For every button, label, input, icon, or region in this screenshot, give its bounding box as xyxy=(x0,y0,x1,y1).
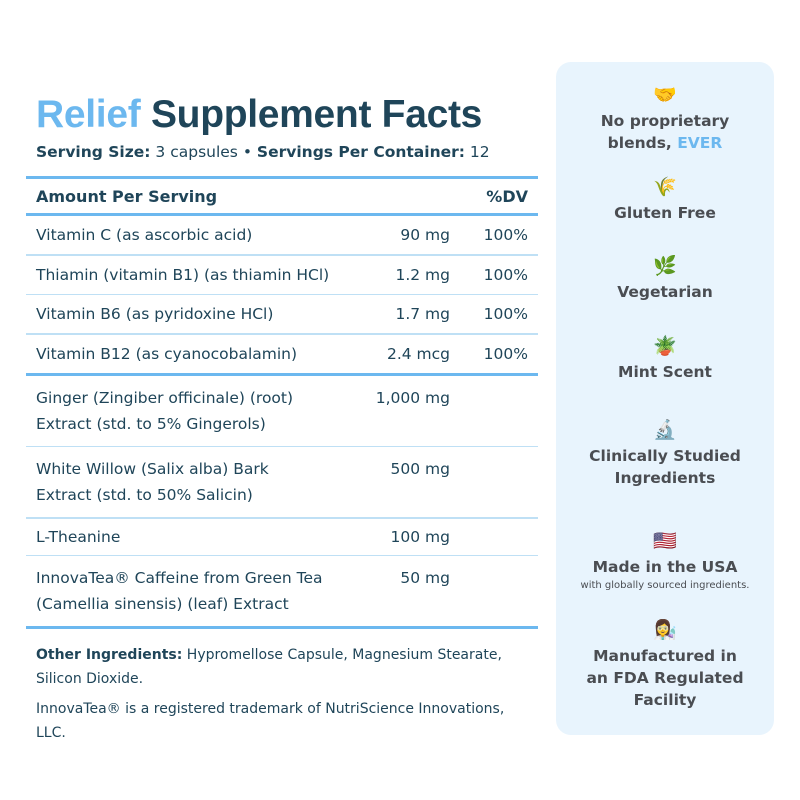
ingredient-name: White Willow (Salix alba) Bark Extract (… xyxy=(36,456,350,508)
ingredient-name: Vitamin C (as ascorbic acid) xyxy=(36,226,253,244)
ingredient-name-line1: Ginger (Zingiber officinale) (root) xyxy=(36,388,294,407)
servings-per-container-value: 12 xyxy=(469,143,490,161)
ingredient-amount: 1,000 mg xyxy=(375,388,450,407)
other-ingredients-label: Other Ingredients: xyxy=(36,647,183,663)
table-row: Thiamin (vitamin B1) (as thiamin HCl) 1.… xyxy=(26,256,538,294)
ingredient-dv: 100% xyxy=(483,344,528,363)
ingredient-name-line1: White Willow (Salix alba) Bark xyxy=(36,460,269,478)
feature-highlight: EVER xyxy=(677,134,723,152)
ingredient-name: L-Theanine xyxy=(36,527,121,546)
ingredient-name: InnovaTea® Caffeine from Green Tea (Came… xyxy=(36,565,350,617)
ingredient-amount: 90 mg xyxy=(400,226,450,244)
feature-label-line2: an FDA Regulated xyxy=(586,669,744,687)
features-panel: 🤝 No proprietary blends, EVER 🌾 Gluten F… xyxy=(556,62,774,735)
divider xyxy=(26,254,538,256)
ingredient-name: Vitamin B12 (as cyanocobalamin) xyxy=(36,344,298,363)
ingredient-name: Vitamin B6 (as pyridoxine HCl) xyxy=(36,305,274,323)
ingredient-dv: 100% xyxy=(483,226,528,244)
serving-separator: • xyxy=(242,143,252,161)
ingredient-name: Thiamin (vitamin B1) (as thiamin HCl) xyxy=(36,265,330,284)
feature-label-line2: blends, xyxy=(607,134,678,152)
feature-no-proprietary-blends: 🤝 No proprietary blends, EVER xyxy=(556,84,774,154)
feature-label: Mint Scent xyxy=(618,363,712,381)
ingredient-name-line1: InnovaTea® Caffeine from Green Tea xyxy=(36,569,323,587)
ingredient-name-line2: Extract (std. to 50% Salicin) xyxy=(36,486,253,504)
divider xyxy=(26,213,538,216)
feature-clinically-studied: 🔬 Clinically Studied Ingredients xyxy=(556,419,774,489)
divider xyxy=(26,445,538,447)
feature-label-line2: Ingredients xyxy=(614,469,716,487)
serving-info: Serving Size: 3 capsules • Servings Per … xyxy=(36,142,538,162)
feature-label: Vegetarian xyxy=(617,283,713,301)
feature-vegetarian: 🌿 Vegetarian xyxy=(556,255,774,303)
feature-label-line1: Manufactured in xyxy=(593,647,737,665)
divider xyxy=(26,176,538,179)
table-row: Vitamin C (as ascorbic acid) 90 mg 100% xyxy=(26,216,538,254)
page-title: Relief Supplement Facts xyxy=(36,92,538,138)
table-row: InnovaTea® Caffeine from Green Tea (Came… xyxy=(26,556,538,626)
serving-size-value: 3 capsules xyxy=(155,143,238,161)
herb-icon: 🌿 xyxy=(653,255,677,277)
other-ingredients: Other Ingredients: Hypromellose Capsule,… xyxy=(36,643,528,691)
rice-sheaf-icon: 🌾 xyxy=(653,176,677,198)
trademark-note: InnovaTea® is a registered trademark of … xyxy=(36,701,505,741)
supplement-facts-panel: Relief Supplement Facts Serving Size: 3 … xyxy=(26,92,538,751)
table-row: Ginger (Zingiber officinale) (root) Extr… xyxy=(26,376,538,446)
ingredient-amount: 2.4 mcg xyxy=(386,344,450,363)
table-header: Amount Per Serving %DV xyxy=(26,179,538,213)
title-brand: Relief xyxy=(36,93,141,136)
other-ingredients-section: Other Ingredients: Hypromellose Capsule,… xyxy=(26,643,538,745)
feature-made-in-usa: 🇺🇸 Made in the USA with globally sourced… xyxy=(556,530,774,594)
feature-mint-scent: 🪴 Mint Scent xyxy=(556,335,774,383)
ingredient-dv: 100% xyxy=(483,265,528,284)
microscope-icon: 🔬 xyxy=(653,419,677,441)
ingredient-amount: 500 mg xyxy=(390,460,450,478)
scientist-icon: 👩‍🔬 xyxy=(653,619,677,641)
feature-label-line1: Clinically Studied xyxy=(589,447,741,465)
title-main: Supplement Facts xyxy=(150,93,483,136)
ingredient-amount: 100 mg xyxy=(390,527,450,546)
ingredient-name-line2: Extract (std. to 5% Gingerols) xyxy=(36,414,266,433)
feature-sublabel: with globally sourced ingredients. xyxy=(580,580,750,591)
divider xyxy=(26,517,538,519)
other-ingredients-value: Hypromellose Capsule, Magnesium Stearate… xyxy=(36,647,502,687)
table-row: Vitamin B6 (as pyridoxine HCl) 1.7 mg 10… xyxy=(26,295,538,333)
ingredient-amount: 1.2 mg xyxy=(395,265,450,284)
potted-plant-icon: 🪴 xyxy=(653,335,677,357)
us-flag-icon: 🇺🇸 xyxy=(653,530,677,552)
feature-label: Gluten Free xyxy=(614,204,716,222)
table-row: L-Theanine 100 mg xyxy=(26,519,538,555)
divider xyxy=(26,372,538,376)
ingredient-name-line2: (Camellia sinensis) (leaf) Extract xyxy=(36,595,289,613)
divider xyxy=(26,626,538,629)
divider xyxy=(26,293,538,295)
ingredient-dv: 100% xyxy=(483,305,528,323)
handshake-icon: 🤝 xyxy=(653,84,677,106)
feature-gluten-free: 🌾 Gluten Free xyxy=(556,176,774,224)
divider xyxy=(26,333,538,335)
ingredient-amount: 1.7 mg xyxy=(395,305,450,323)
divider xyxy=(26,554,538,556)
feature-label-line1: No proprietary xyxy=(600,112,730,130)
table-row: Vitamin B12 (as cyanocobalamin) 2.4 mcg … xyxy=(26,335,538,373)
ingredient-amount: 50 mg xyxy=(400,569,450,587)
ingredient-name: Ginger (Zingiber officinale) (root) Extr… xyxy=(36,385,350,437)
feature-fda-facility: 👩‍🔬 Manufactured in an FDA Regulated Fac… xyxy=(556,619,774,711)
serving-size-label: Serving Size: xyxy=(36,143,151,161)
servings-per-container-label: Servings Per Container: xyxy=(256,143,465,161)
feature-label: Made in the USA xyxy=(592,558,738,576)
table-row: White Willow (Salix alba) Bark Extract (… xyxy=(26,447,538,517)
header-dv: %DV xyxy=(486,186,528,206)
feature-label-line3: Facility xyxy=(633,691,697,709)
header-amount-per-serving: Amount Per Serving xyxy=(36,186,218,206)
